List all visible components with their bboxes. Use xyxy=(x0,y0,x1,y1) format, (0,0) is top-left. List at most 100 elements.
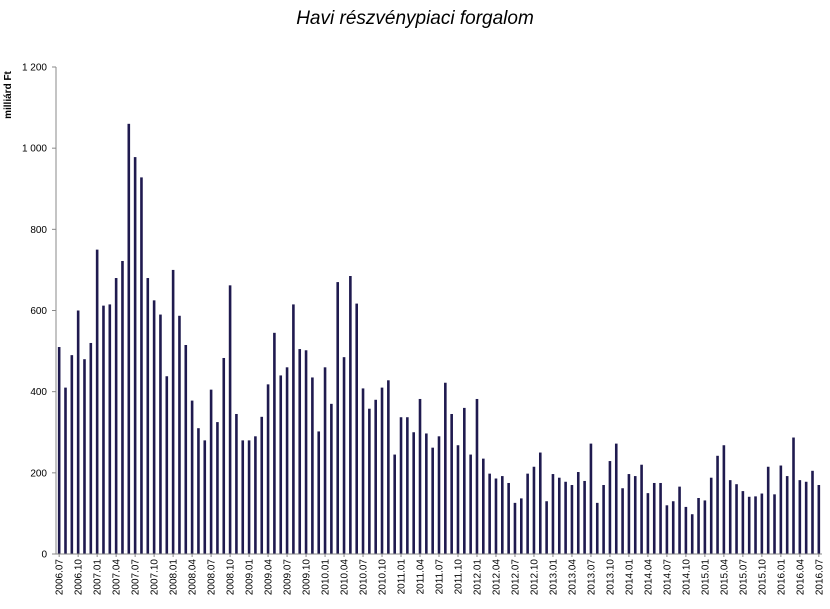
bar xyxy=(387,380,390,554)
bar xyxy=(260,416,264,554)
bar xyxy=(311,377,314,554)
bar xyxy=(450,413,453,554)
bar xyxy=(330,403,333,554)
x-tick-label: 2007.07 xyxy=(131,559,142,596)
x-tick-label: 2015.07 xyxy=(738,559,749,596)
bar xyxy=(538,452,542,554)
bar xyxy=(165,376,169,554)
bar xyxy=(557,477,561,554)
x-tick-label: 2016.07 xyxy=(814,559,825,596)
bar xyxy=(589,443,593,554)
bar xyxy=(690,514,694,554)
bar xyxy=(463,407,466,554)
bar xyxy=(197,428,200,554)
bar xyxy=(469,454,472,554)
x-tick-label: 2016.04 xyxy=(795,559,806,596)
bar xyxy=(437,436,441,554)
bar xyxy=(792,437,795,554)
bar xyxy=(431,447,434,554)
y-axis-title: milliárd Ft xyxy=(3,70,14,118)
bar xyxy=(273,332,276,554)
bar xyxy=(102,305,105,554)
x-tick-label: 2014.10 xyxy=(681,559,692,596)
bar xyxy=(684,506,688,554)
bar xyxy=(285,367,289,554)
bar xyxy=(798,480,802,554)
bar xyxy=(475,398,479,554)
bar xyxy=(583,480,586,554)
bar xyxy=(418,398,422,554)
bar xyxy=(209,389,213,554)
x-tick-label: 2009.01 xyxy=(245,559,256,596)
x-axis: 2006.07 2006.10 2007.01 2007.04 2007.07 2007.… xyxy=(55,553,825,596)
bars xyxy=(57,123,821,555)
bar xyxy=(368,408,371,554)
bar xyxy=(146,278,150,554)
x-tick-label: 2012.10 xyxy=(529,559,540,596)
bar xyxy=(393,454,396,554)
bar xyxy=(70,355,74,554)
bar xyxy=(399,417,403,554)
bar xyxy=(722,445,726,554)
bar xyxy=(779,465,783,554)
x-tick-label: 2009.04 xyxy=(264,559,275,596)
bar xyxy=(361,388,365,554)
bar xyxy=(184,345,188,554)
bar xyxy=(114,278,118,554)
x-tick-label: 2007.04 xyxy=(112,559,123,596)
bar xyxy=(741,491,745,554)
bar xyxy=(292,304,295,554)
x-tick-label: 2008.04 xyxy=(188,559,199,596)
bar xyxy=(406,417,409,554)
bar xyxy=(298,349,302,554)
x-tick-label: 2014.01 xyxy=(624,559,635,596)
x-tick-label: 2013.01 xyxy=(548,559,559,596)
bar xyxy=(811,470,814,554)
bar xyxy=(570,485,574,554)
bar xyxy=(507,482,510,554)
bar xyxy=(336,282,340,554)
bar xyxy=(754,496,757,554)
x-tick-label: 2015.10 xyxy=(757,559,768,596)
bar xyxy=(728,480,732,554)
bar xyxy=(652,482,656,554)
y-tick-label: 1 000 xyxy=(22,144,47,155)
bar xyxy=(646,493,650,555)
bar xyxy=(279,375,283,554)
x-tick-label: 2006.07 xyxy=(55,559,66,596)
bar xyxy=(456,445,460,554)
x-tick-label: 2012.07 xyxy=(510,559,521,596)
bar xyxy=(216,422,219,554)
bar xyxy=(735,484,738,554)
x-tick-label: 2011.04 xyxy=(416,559,427,595)
x-tick-label: 2008.07 xyxy=(207,559,218,596)
bar xyxy=(133,157,137,554)
bar xyxy=(127,123,131,554)
bar xyxy=(342,357,346,554)
bar xyxy=(190,400,194,554)
bar xyxy=(766,466,770,554)
bar xyxy=(317,431,321,554)
bar xyxy=(564,481,567,554)
bar xyxy=(576,472,580,554)
bar xyxy=(659,482,662,554)
y-tick-label: 800 xyxy=(30,225,47,236)
x-tick-label: 2016.01 xyxy=(776,559,787,596)
bar xyxy=(171,269,175,554)
x-tick-label: 2008.10 xyxy=(226,559,237,596)
bar xyxy=(640,464,643,554)
x-tick-label: 2012.04 xyxy=(491,559,502,596)
y-axis: 0 200 400 600 800 1 000 1 200 xyxy=(22,63,57,561)
bar xyxy=(444,382,447,554)
bar xyxy=(785,476,789,554)
bar xyxy=(526,473,529,554)
x-tick-label: 2010.10 xyxy=(378,559,389,596)
bar xyxy=(817,485,821,554)
x-tick-label: 2011.01 xyxy=(397,559,408,595)
bar xyxy=(57,347,61,554)
x-tick-label: 2013.10 xyxy=(605,559,616,596)
bar xyxy=(254,436,257,554)
bar xyxy=(89,342,93,554)
x-tick-label: 2011.07 xyxy=(435,559,446,595)
bar xyxy=(633,476,637,554)
